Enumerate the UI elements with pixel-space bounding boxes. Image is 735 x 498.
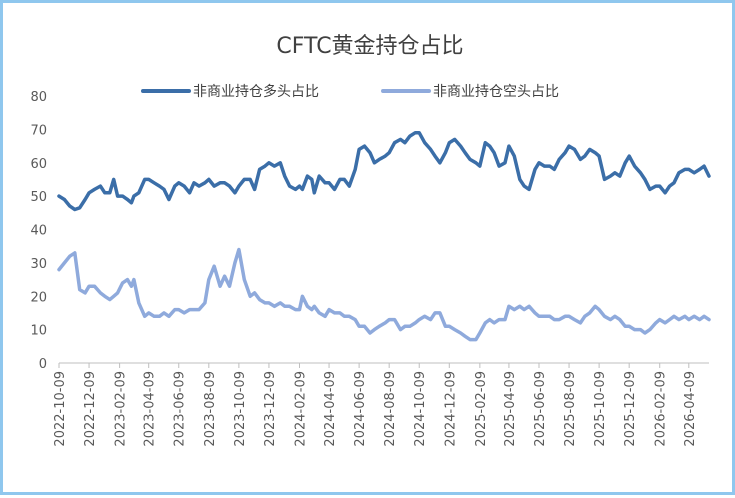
x-tick-label: 2025-04-09 [503,371,518,447]
x-tick-label: 2025-02-09 [474,371,489,447]
legend-label-long: 非商业持仓多头占比 [193,83,319,100]
y-tick-label: 10 [30,324,47,339]
x-tick-label: 2025-08-09 [563,371,578,447]
x-tick-label: 2024-02-09 [293,371,308,447]
series-line-short [57,247,711,342]
x-tick-label: 2023-10-09 [233,371,248,447]
y-tick-label: 80 [30,90,47,105]
x-tick-label: 2025-06-09 [533,371,548,447]
legend: 非商业持仓多头占比 非商业持仓空头占比 [141,83,559,100]
x-tick-label: 2024-04-09 [323,371,338,447]
x-tick-label: 2023-06-09 [173,371,188,447]
x-tick-label: 2024-08-09 [383,371,398,447]
x-tick-label: 2025-12-09 [623,371,638,447]
chart-canvas: CFTC黄金持仓占比 非商业持仓多头占比 非商业持仓空头占比 0 10 20 30 40… [30,34,711,447]
y-tick-label: 20 [30,290,47,305]
y-tick-label: 0 [39,357,47,372]
x-tick-label: 2025-10-09 [593,371,608,447]
x-tick-label: 2024-06-09 [353,371,368,447]
legend-label-short: 非商业持仓空头占比 [433,84,559,100]
x-tick-label: 2026-02-09 [654,371,669,447]
y-axis: 0 10 20 30 40 50 60 70 80 [30,90,47,372]
x-tick-label: 2024-12-09 [443,371,458,447]
x-axis: 2022-10-09 2022-12-09 2023-02-09 2023-04-09… [53,362,709,447]
series-layer [57,130,711,342]
x-tick-label: 2023-04-09 [143,371,158,447]
y-tick-label: 70 [30,123,47,138]
y-tick-label: 60 [30,157,47,172]
x-tick-label: 2022-12-09 [83,371,98,447]
series-line-long [57,130,711,212]
y-tick-label: 50 [30,190,47,205]
x-tick-label: 2023-02-09 [114,371,129,447]
x-tick-label: 2026-04-09 [683,371,698,447]
x-tick-label: 2023-12-09 [263,371,278,447]
x-tick-label: 2023-08-09 [203,371,218,447]
y-tick-label: 40 [30,224,47,239]
chart-title: CFTC黄金持仓占比 [276,34,463,59]
x-tick-label: 2024-10-09 [413,371,428,447]
x-tick-label: 2022-10-09 [53,371,68,447]
y-tick-label: 30 [30,257,47,272]
